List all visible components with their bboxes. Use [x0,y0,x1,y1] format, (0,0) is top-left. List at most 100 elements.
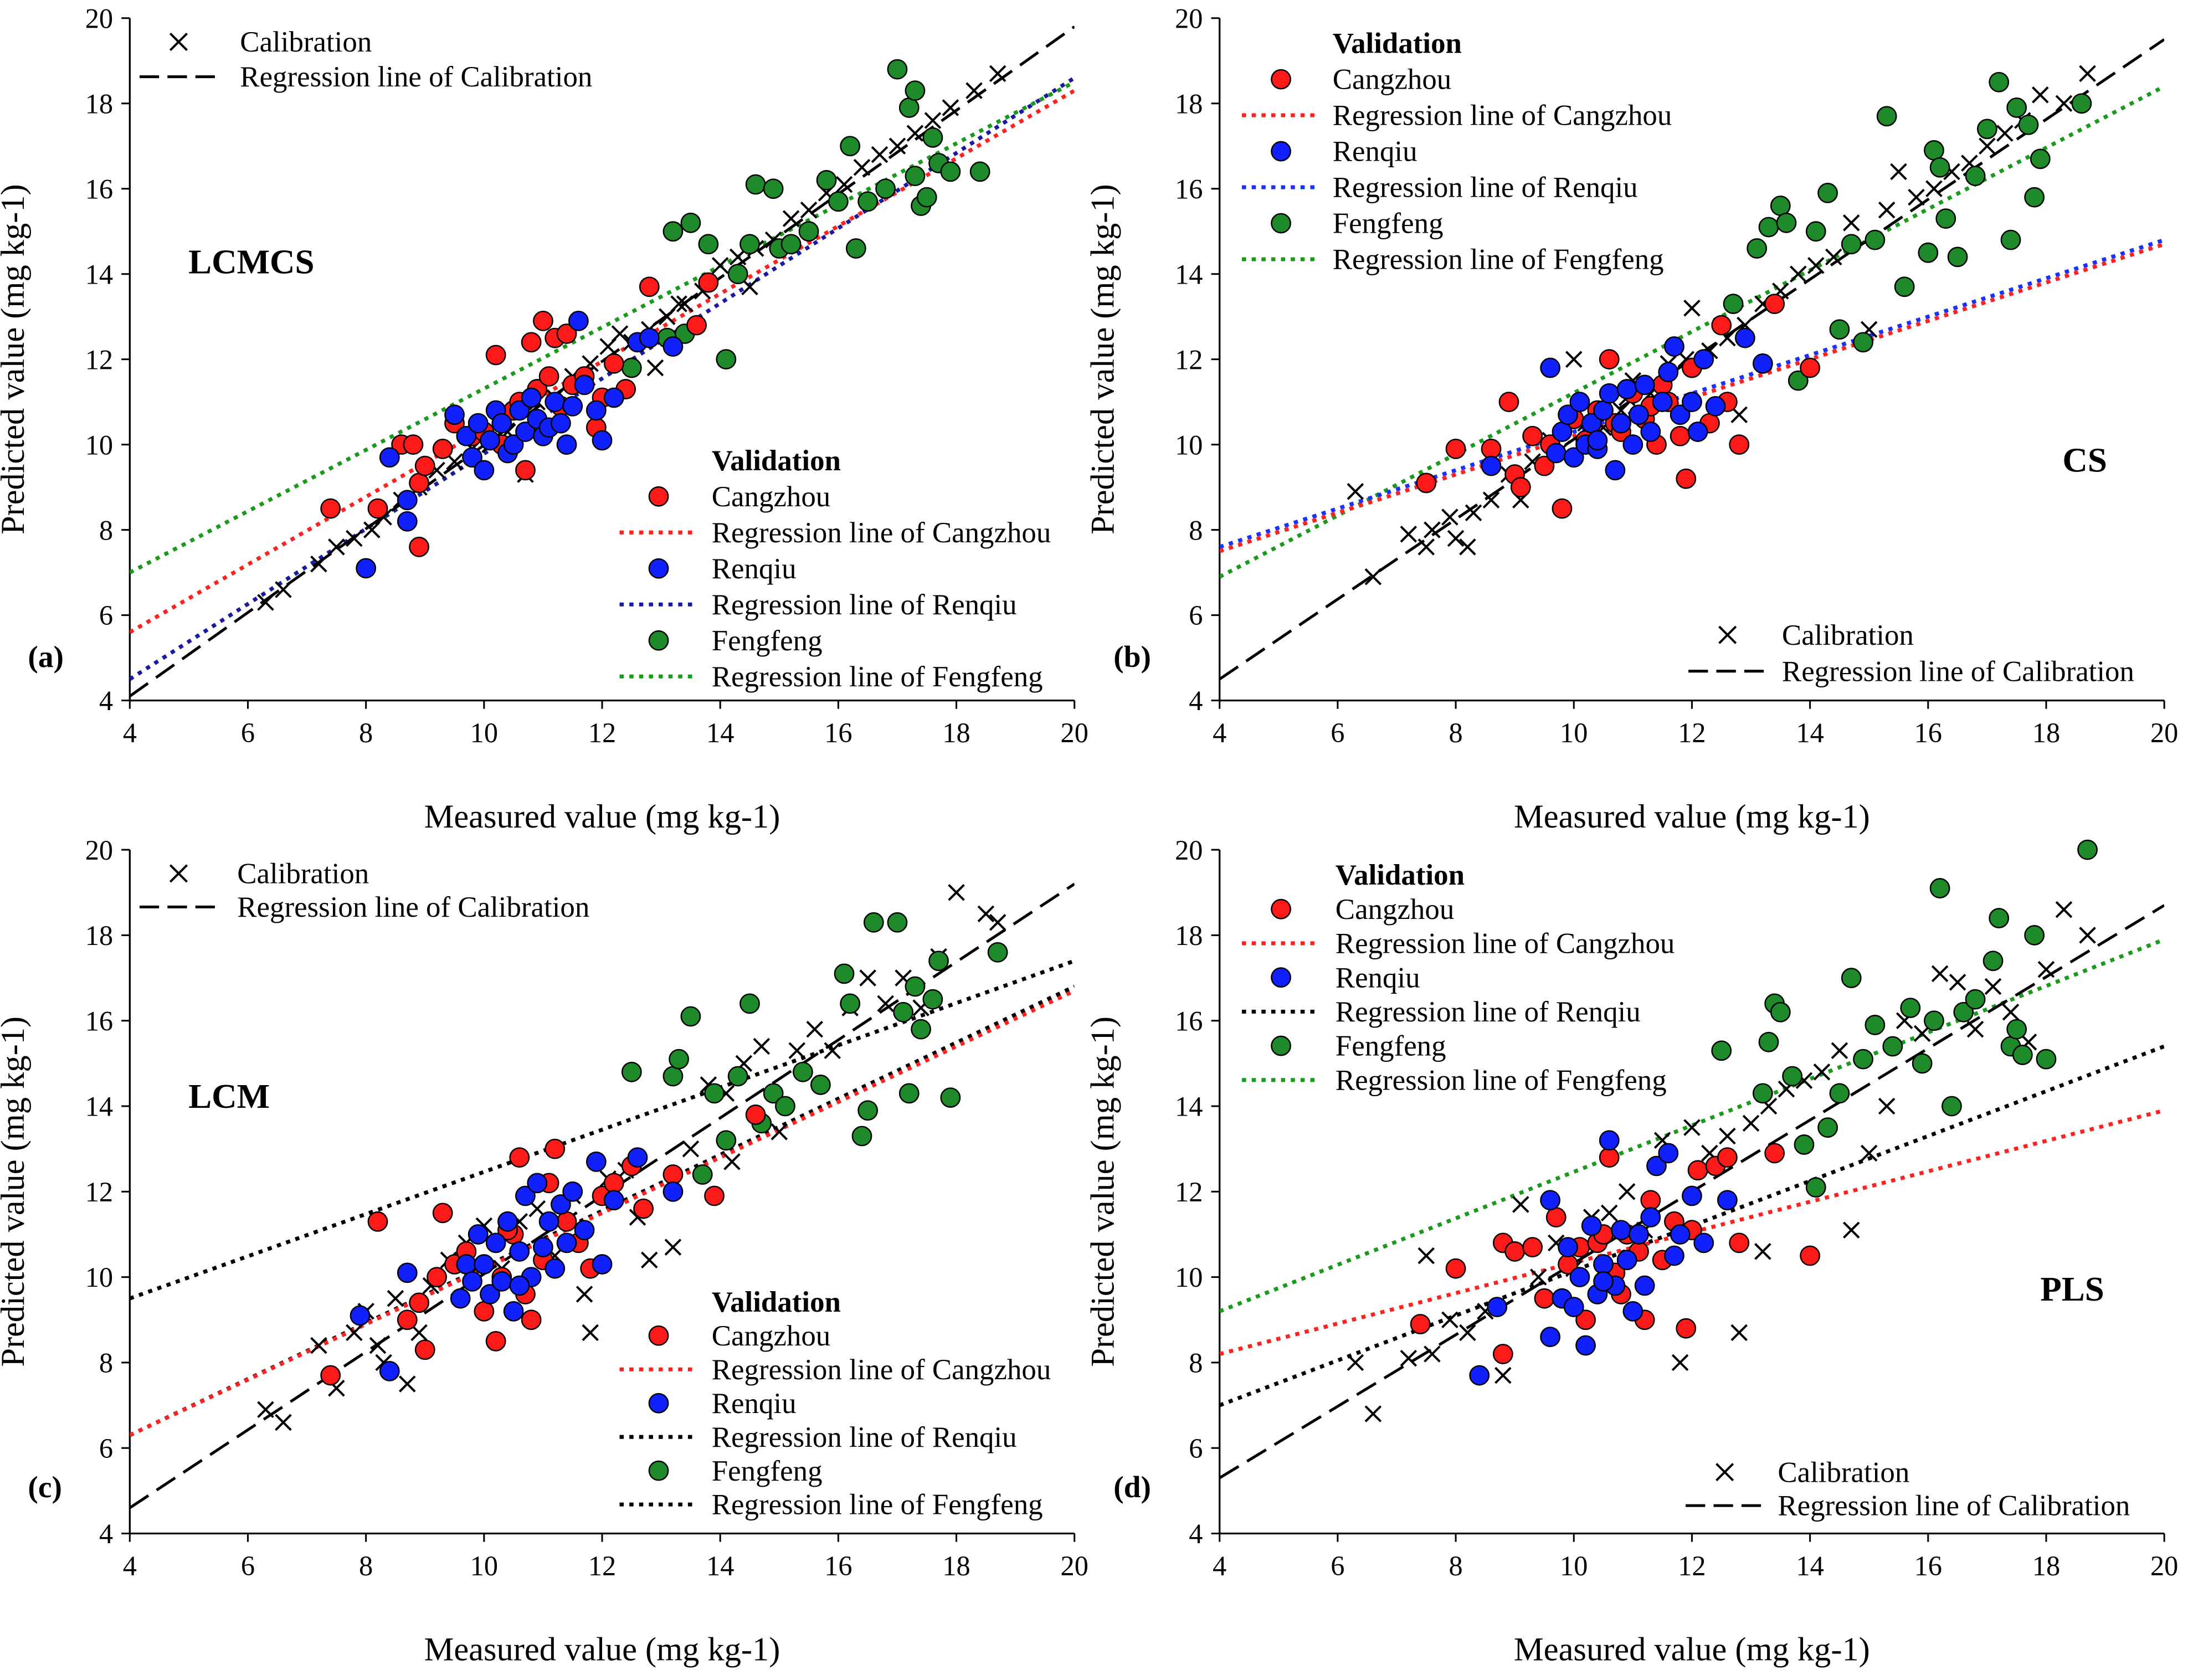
calibration-point [711,257,729,274]
calibration-point [346,530,363,547]
legend-validation: Validation Cangzhou Regression line of Can… [1242,28,1672,276]
cangzhou-point [556,1211,577,1232]
calibration-point [989,914,1006,931]
legend-dot-marker [648,486,669,507]
calibration-point [2032,86,2049,104]
renqiu-point [1670,1224,1691,1245]
renqiu-point [468,413,489,434]
cangzhou-point [320,1365,341,1386]
legend-label: Regression line of Cangzhou [1336,928,1675,960]
y-tick-label: 12 [85,344,113,375]
y-tick-label: 10 [1175,429,1203,460]
renqiu-point [592,1254,613,1275]
regression-line-calibration [1219,38,2165,681]
renqiu-point [1616,379,1637,399]
legend-label: Regression line of Renqiu [1333,172,1638,204]
x-tick-label: 16 [1914,1550,1942,1581]
renqiu-point [533,1237,553,1257]
legend-label: Renqiu [712,553,797,585]
legend-label: Fengfeng [1333,208,1444,240]
calibration-point [1364,568,1382,585]
panel-c: 4 6 8 10 12 14 16 18 20 4 6 8 10 12 14 16 18 20 Measured v… [0,835,1088,1668]
panel-b: 4 6 8 10 12 14 16 18 20 4 6 8 10 12 14 16 18 20 Measured v… [1084,3,2178,835]
renqiu-point [556,1232,577,1253]
fengfeng-point [851,1126,872,1147]
fengfeng-point [2024,925,2045,946]
x-tick-label: 12 [588,1550,616,1581]
renqiu-point [1581,1215,1602,1236]
data-points [1347,839,2098,1422]
legend-label: Regression line of Renqiu [1336,996,1641,1028]
panel-d: 4 6 8 10 12 14 16 18 20 4 6 8 10 12 14 16 18 20 Measured v… [1084,835,2178,1668]
calibration-point [1424,1345,1441,1363]
legend-label: Calibration [1782,619,1914,651]
cangzhou-point [1640,1190,1661,1211]
cangzhou-point [474,1301,495,1322]
calibration-point [1683,300,1701,317]
y-tick-label: 10 [1175,1262,1203,1293]
cangzhou-point [556,323,577,344]
cangzhou-point [1729,1232,1750,1253]
fengfeng-point [922,127,943,148]
fengfeng-point [845,238,866,259]
renqiu-point [397,490,418,511]
legend-label: Regression line of Fengfeng [1333,244,1664,276]
legend-label: Regression line of Fengfeng [712,661,1043,693]
calibration-point [328,538,345,556]
fengfeng-point [680,212,701,233]
calibration-point [877,995,894,1013]
renqiu-point [574,374,595,395]
cangzhou-point [1445,438,1466,459]
fengfeng-point [1882,1036,1903,1057]
fengfeng-point [1758,1031,1779,1052]
x-axis-title: Measured value (mg kg-1) [424,798,780,835]
method-label: LCMCS [188,243,314,281]
renqiu-point [639,327,660,348]
renqiu-point [1558,1237,1578,1257]
cangzhou-point [515,460,536,481]
x-tick-label: 16 [824,717,852,748]
y-tick-label: 12 [1175,1176,1203,1208]
cangzhou-point [432,438,453,459]
calibration-point [1949,974,1966,991]
legend-dot-marker [648,630,669,651]
renqiu-point [568,310,589,331]
renqiu-point [1575,1335,1596,1356]
legend-dot-marker [648,1393,669,1414]
fengfeng-point [1829,1083,1850,1104]
renqiu-point [545,392,566,413]
fengfeng-point [1947,246,1968,268]
regression-line-renqiu [130,959,1075,1301]
fengfeng-point [1711,1040,1732,1061]
x-axis-title: Measured value (mg kg-1) [1514,1631,1870,1668]
x-tick-label: 10 [1560,717,1588,748]
y-tick-label: 18 [85,88,113,119]
cangzhou-point [538,366,559,387]
fengfeng-point [987,942,1008,963]
fengfeng-point [1794,1134,1815,1155]
y-tick-label: 20 [1175,3,1203,34]
fengfeng-point [662,221,684,242]
calibration-point [977,905,995,923]
calibration-point [582,1324,599,1342]
renqiu-point [1670,404,1691,425]
renqiu-point [627,1147,648,1168]
fengfeng-point [1865,1015,1886,1035]
cangzhou-point [409,537,429,557]
legend-label: Renqiu [712,1388,797,1420]
legend-label: Cangzhou [1336,893,1454,926]
renqiu-point [1646,1155,1667,1176]
x-tick-label: 18 [2032,717,2060,748]
fengfeng-point [834,963,855,984]
renqiu-point [1693,349,1714,370]
fengfeng-point [828,191,849,212]
regression-line-fengfeng [1219,937,2165,1313]
fengfeng-point [1723,294,1744,314]
fengfeng-point [969,161,990,182]
calibration-point [1842,1221,1860,1239]
fengfeng-point [2024,187,2045,208]
cangzhou-point [1534,455,1555,476]
renqiu-point [1664,1245,1684,1266]
regression-line-fengfeng [1219,84,2165,579]
calibration-point [646,359,664,377]
